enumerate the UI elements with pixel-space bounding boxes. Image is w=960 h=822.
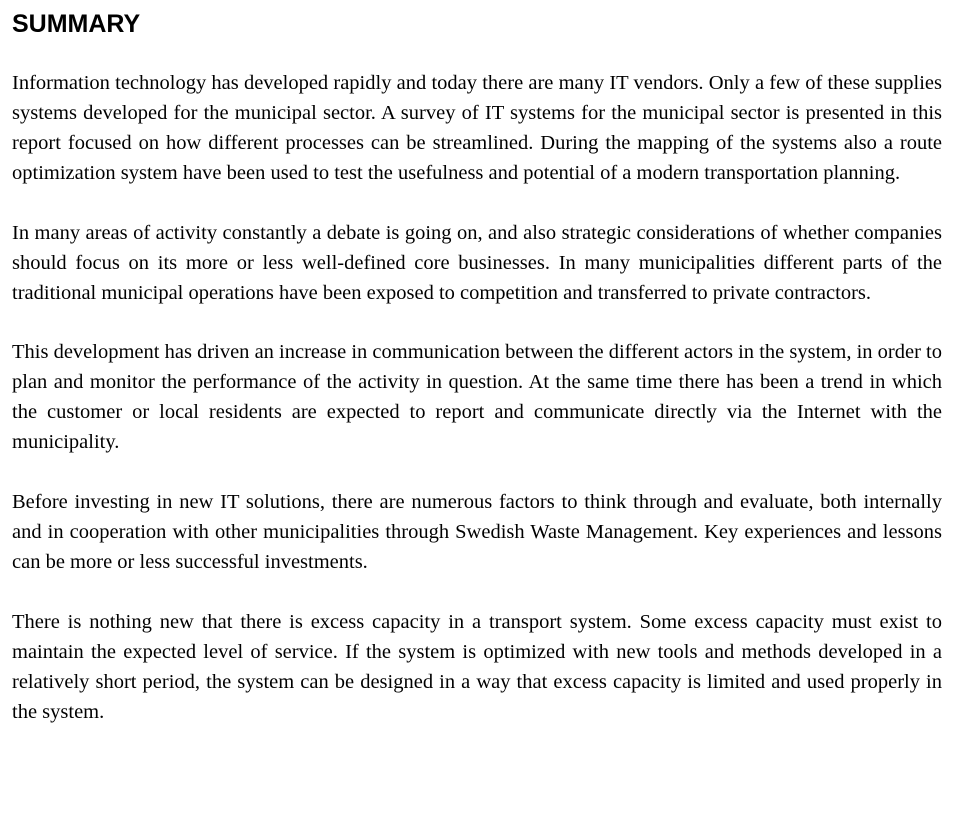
paragraph: This development has driven an increase … — [12, 338, 942, 458]
paragraph: In many areas of activity constantly a d… — [12, 219, 942, 309]
paragraph: Information technology has developed rap… — [12, 69, 942, 189]
document-page: SUMMARY Information technology has devel… — [0, 0, 960, 758]
paragraph: Before investing in new IT solutions, th… — [12, 488, 942, 578]
page-title: SUMMARY — [12, 10, 942, 39]
paragraph: There is nothing new that there is exces… — [12, 608, 942, 728]
